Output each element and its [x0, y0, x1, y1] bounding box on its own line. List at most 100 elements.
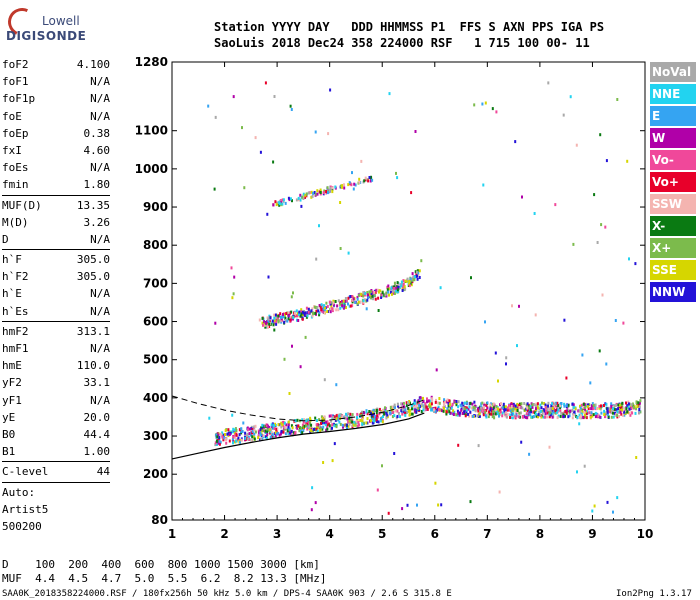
echo-point [296, 418, 299, 422]
noise-point [622, 321, 625, 325]
echo-point [578, 413, 581, 417]
echo-point [607, 415, 610, 419]
echo-point [612, 407, 614, 410]
echo-point [544, 403, 547, 407]
echo-point [492, 413, 495, 417]
echo-point [509, 416, 511, 419]
echo-point [330, 414, 333, 418]
param-separator [2, 320, 110, 322]
echo-point [498, 414, 500, 418]
echo-point [374, 297, 377, 301]
echo-point [408, 284, 411, 288]
echo-point [337, 418, 340, 422]
echo-point [458, 413, 461, 417]
echo-point [604, 412, 607, 416]
echo-point [514, 415, 517, 419]
echo-point [313, 191, 316, 194]
echo-point [260, 434, 263, 438]
echo-point [315, 305, 318, 309]
echo-point [323, 304, 325, 308]
echo-point [543, 402, 546, 405]
noise-point [581, 353, 584, 357]
noise-point [314, 501, 317, 505]
param-row: 500200 [2, 518, 110, 535]
echo-point [261, 426, 264, 430]
echo-point [232, 437, 234, 441]
echo-point [288, 428, 291, 432]
param-value: N/A [90, 287, 110, 301]
echo-point [404, 411, 407, 415]
echo-point [400, 284, 403, 288]
echo-point [518, 415, 521, 419]
echo-point [312, 191, 315, 195]
echo-point [447, 408, 450, 412]
param-row: D N/A [2, 231, 110, 248]
echo-point [326, 423, 329, 427]
echo-point [638, 401, 641, 405]
axis-ticks: 1 2 3 4 5 6 7 8 9 10 80 200 300 400 500 600 700 800 900 100… [135, 55, 654, 541]
echo-point [310, 429, 313, 433]
y-tick-label: 80 [151, 513, 168, 527]
echo-point [341, 185, 343, 189]
echo-point [463, 407, 466, 411]
echo-point [532, 415, 535, 419]
echo-point [559, 404, 562, 408]
noise-point [401, 408, 404, 412]
echo-point [503, 409, 506, 413]
echo-point [272, 203, 275, 207]
echo-point [356, 424, 359, 428]
echo-point [397, 285, 400, 289]
echo-point [332, 301, 335, 305]
echo-point [393, 287, 396, 290]
echo-point [422, 399, 425, 403]
echo-point [393, 281, 396, 285]
echo-point [379, 417, 382, 421]
echo-point [371, 290, 374, 294]
echo-point [370, 292, 373, 296]
echo-point [524, 415, 527, 419]
echo-point [306, 424, 309, 428]
echo-point [328, 189, 331, 193]
echo-point [473, 406, 476, 410]
echo-point [300, 310, 303, 314]
echo-point [282, 198, 285, 202]
echo-point [254, 424, 257, 428]
echo-point [585, 412, 588, 416]
noise-point [634, 262, 637, 266]
echo-point [470, 406, 473, 410]
noise-point [410, 191, 413, 195]
echo-point [320, 427, 322, 431]
echo-point [366, 417, 369, 421]
echo-point [395, 285, 398, 289]
echo-point [400, 409, 403, 413]
echo-point [384, 406, 386, 410]
scaled-parameters-panel: foF2 4.100 foF1 N/A foF1p N/A foE N/A foEp 0.38 fx… [2, 56, 110, 535]
echo-point [320, 308, 323, 311]
param-value: N/A [90, 232, 110, 246]
echo-point [347, 424, 350, 428]
noise-point [578, 422, 581, 426]
y-tick-label: 1100 [135, 124, 168, 138]
logo-lowell: Lowell [42, 14, 80, 28]
param-value: 0.38 [83, 126, 111, 140]
echo-point [623, 413, 626, 417]
echo-point [477, 409, 480, 413]
echo-point [311, 429, 314, 433]
echo-point [272, 323, 275, 327]
echo-point [604, 414, 607, 418]
param-value: 33.1 [83, 376, 111, 390]
echo-point [487, 415, 490, 419]
echo-point [535, 414, 538, 418]
echo-point [418, 276, 421, 279]
echo-point [304, 311, 307, 315]
noise-point [533, 212, 536, 215]
echo-point [268, 425, 271, 429]
echo-point [275, 322, 278, 326]
echo-point [389, 405, 392, 409]
echo-point [301, 317, 304, 321]
echo-point [335, 308, 338, 312]
echo-point [359, 418, 362, 422]
y-tick-label: 500 [143, 353, 168, 367]
echo-point [311, 194, 314, 198]
echo-point [473, 408, 476, 412]
